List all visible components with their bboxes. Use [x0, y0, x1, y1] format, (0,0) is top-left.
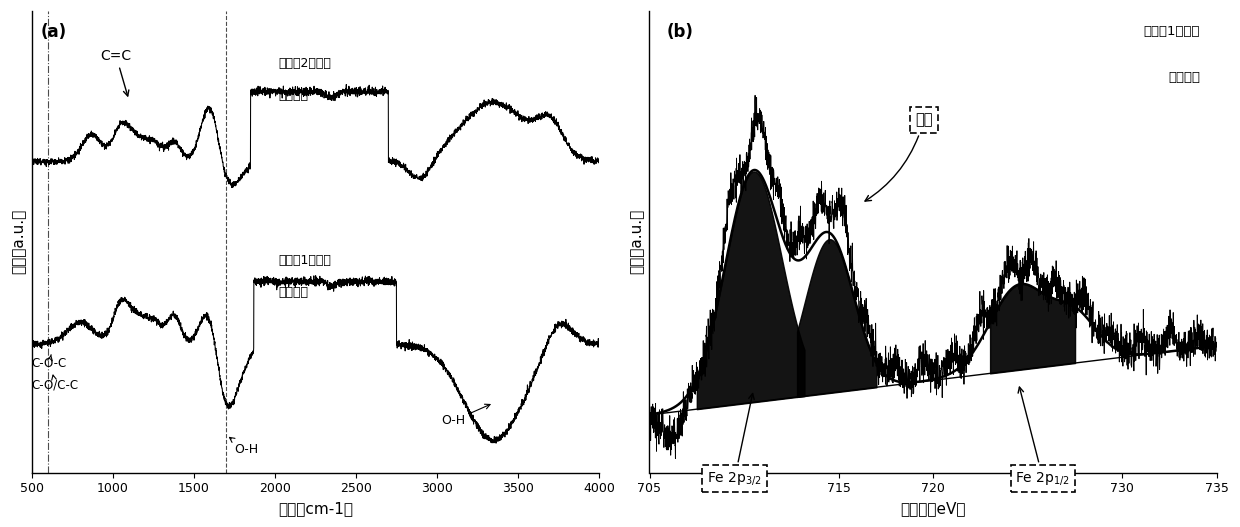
Y-axis label: 强度（a.u.）: 强度（a.u.）: [629, 209, 644, 275]
Text: Fe 2p$_{3/2}$: Fe 2p$_{3/2}$: [707, 394, 763, 487]
Text: Fe 2p$_{1/2}$: Fe 2p$_{1/2}$: [1016, 387, 1070, 487]
Text: 伴峰: 伴峰: [866, 113, 932, 201]
Text: 对比例2水热预: 对比例2水热预: [278, 57, 331, 70]
Text: 碳化产物: 碳化产物: [1168, 71, 1200, 84]
Text: C-O/C-C: C-O/C-C: [32, 375, 79, 392]
X-axis label: 结合能（eV）: 结合能（eV）: [900, 501, 966, 516]
X-axis label: 波数（cm-1）: 波数（cm-1）: [278, 501, 353, 516]
Text: 实施例1水热预: 实施例1水热预: [278, 253, 331, 267]
Text: 碳化产物: 碳化产物: [278, 90, 308, 102]
Text: 碳化产物: 碳化产物: [278, 286, 308, 299]
Text: C-O-C: C-O-C: [32, 355, 67, 370]
Text: 实施例1水热预: 实施例1水热预: [1143, 25, 1200, 38]
Text: C=C: C=C: [100, 48, 131, 96]
Text: O-H: O-H: [229, 437, 258, 456]
Text: (b): (b): [667, 23, 693, 41]
Y-axis label: 强度（a.u.）: 强度（a.u.）: [11, 209, 26, 275]
Text: O-H: O-H: [441, 404, 490, 427]
Text: (a): (a): [40, 23, 66, 41]
